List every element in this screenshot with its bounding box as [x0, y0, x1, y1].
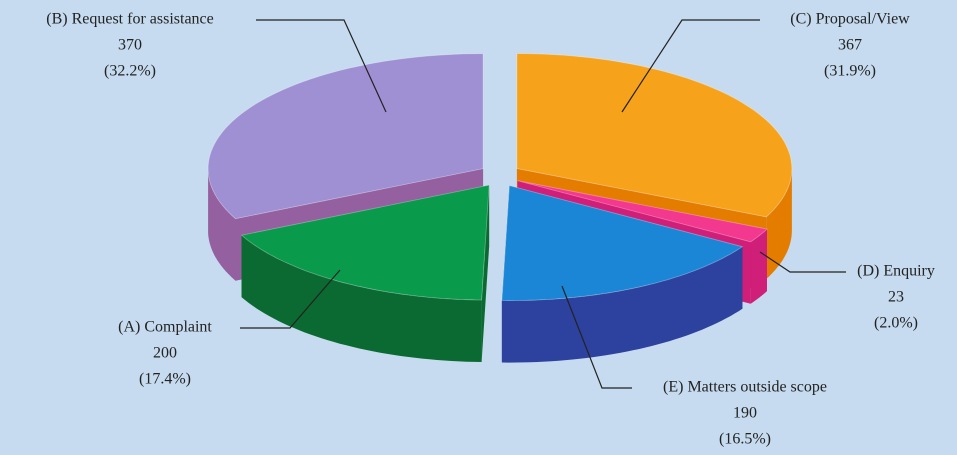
slice: [240, 184, 490, 362]
slice-top: [240, 184, 490, 301]
slice-side: [750, 229, 767, 304]
leader-line: [561, 285, 632, 389]
slice-side: [241, 235, 482, 362]
slice: [501, 185, 744, 363]
slice-label-name: (C) Proposal/View: [790, 11, 910, 28]
slice-label-value: 367: [838, 37, 862, 54]
slice-side: [766, 168, 792, 279]
slice-label-percent: (2.0%): [874, 315, 918, 332]
slice-top: [517, 180, 768, 243]
slice-side: [501, 246, 743, 363]
leader-line: [759, 251, 846, 273]
slice-label-name: (A) Complaint: [118, 319, 212, 336]
leader-line: [621, 19, 760, 113]
slice-label-percent: (17.4%): [139, 371, 191, 388]
slice-top: [501, 185, 744, 301]
slice-label-name: (D) Enquiry: [857, 263, 935, 280]
leader-line: [240, 269, 341, 329]
slice-side: [208, 168, 236, 281]
slice-top: [207, 53, 484, 220]
slice-label-name: (B) Request for assistance: [46, 11, 214, 28]
slice-label-value: 370: [118, 37, 142, 54]
slice-top: [516, 53, 793, 218]
slice-label-name: (E) Matters outside scope: [663, 379, 827, 396]
leader-line: [256, 19, 387, 113]
slice-label-percent: (31.9%): [824, 63, 876, 80]
slice-label-value: 190: [733, 405, 757, 422]
slice-label-percent: (16.5%): [719, 431, 771, 448]
slice-label-value: 200: [153, 345, 177, 362]
slice-label-percent: (32.2%): [104, 63, 156, 80]
slice-label-value: 23: [888, 289, 904, 306]
